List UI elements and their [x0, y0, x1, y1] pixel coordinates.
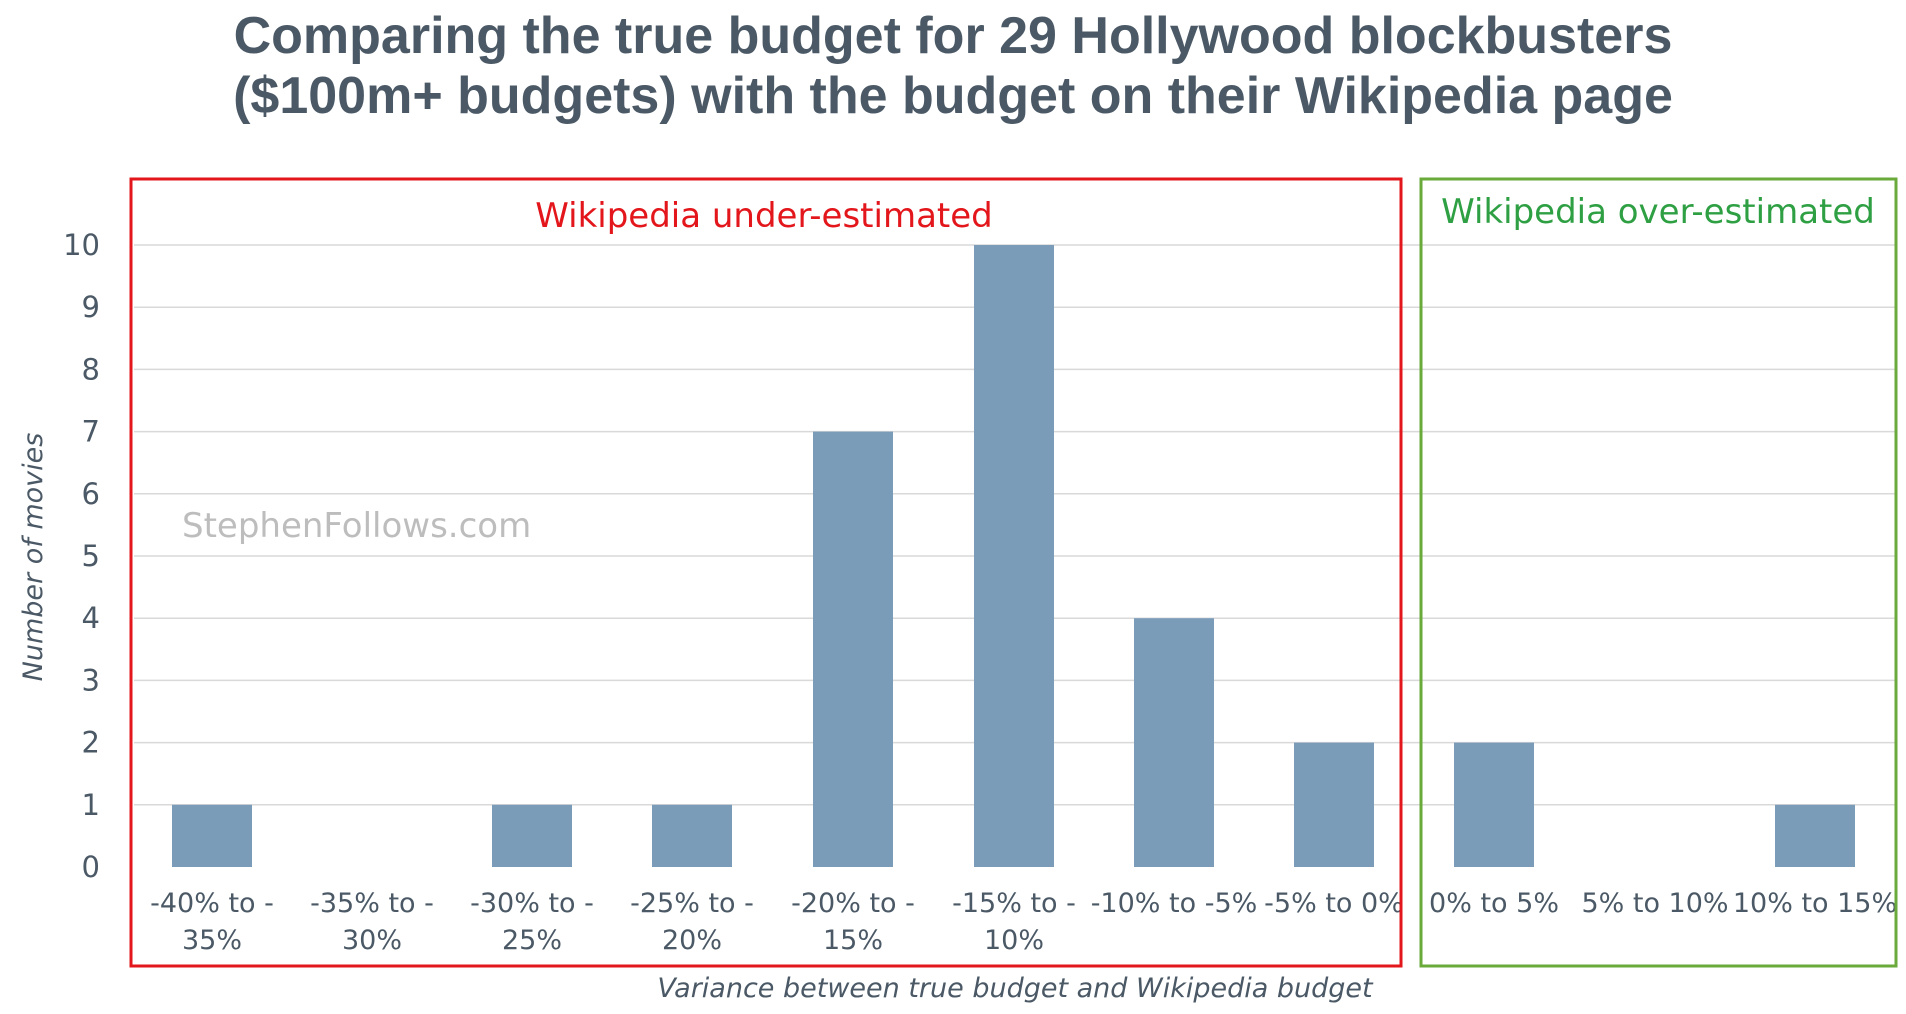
y-tick-label: 9: [82, 290, 100, 324]
x-tick-label: -25% to -20%: [630, 888, 754, 956]
x-tick-label: -10% to -5%: [1091, 888, 1258, 919]
y-tick-label: 1: [82, 788, 100, 822]
watermark-text: StephenFollows.com: [182, 506, 531, 546]
over-estimated-label: Wikipedia over-estimated: [1441, 192, 1875, 232]
y-tick-label: 0: [82, 850, 100, 884]
under-estimated-region-box: [129, 177, 1403, 968]
x-tick-label: 10% to 15%: [1733, 888, 1897, 919]
y-tick-label: 3: [82, 663, 100, 697]
over-estimated-region-box: [1419, 177, 1898, 968]
chart-title-line-1: Comparing the true budget for 29 Hollywo…: [233, 7, 1673, 65]
y-tick-label: 10: [63, 228, 100, 262]
bar: [1294, 742, 1374, 867]
bar: [1454, 742, 1534, 867]
bar: [813, 431, 893, 867]
x-tick-label: -15% to -10%: [952, 888, 1076, 956]
x-axis-ticks: -40% to -35% -35% to -30% -30% to -25% -25%…: [150, 888, 1897, 956]
x-tick-label: -5% to 0%: [1264, 888, 1404, 919]
bar: [172, 804, 252, 867]
bar: [492, 804, 572, 867]
x-tick-label: -35% to -30%: [310, 888, 434, 956]
bar: [974, 245, 1054, 867]
under-estimated-label: Wikipedia under-estimated: [535, 196, 993, 236]
bars: [172, 245, 1855, 867]
x-tick-label: -20% to -15%: [791, 888, 915, 956]
x-tick-label: -40% to -35%: [150, 888, 274, 956]
y-tick-label: 6: [82, 477, 100, 511]
x-tick-label: -30% to -25%: [470, 888, 594, 956]
bar: [1775, 804, 1855, 867]
y-tick-label: 7: [82, 415, 100, 449]
x-tick-label: 5% to 10%: [1581, 888, 1728, 919]
x-tick-label: 0% to 5%: [1429, 888, 1559, 919]
y-axis-title: Number of movies: [18, 433, 49, 682]
bar: [652, 804, 732, 867]
y-tick-label: 4: [82, 601, 100, 635]
y-tick-label: 2: [82, 726, 100, 760]
chart-title: Comparing the true budget for 29 Hollywo…: [0, 6, 1906, 126]
bar: [1134, 618, 1214, 867]
y-axis-ticks: 0 1 2 3 4 5 6 7 8 9 10: [63, 228, 100, 884]
y-tick-label: 8: [82, 352, 100, 386]
chart-title-line-2: ($100m+ budgets) with the budget on thei…: [233, 67, 1673, 125]
x-axis-title: Variance between true budget and Wikiped…: [657, 973, 1374, 1004]
y-tick-label: 5: [82, 539, 100, 573]
